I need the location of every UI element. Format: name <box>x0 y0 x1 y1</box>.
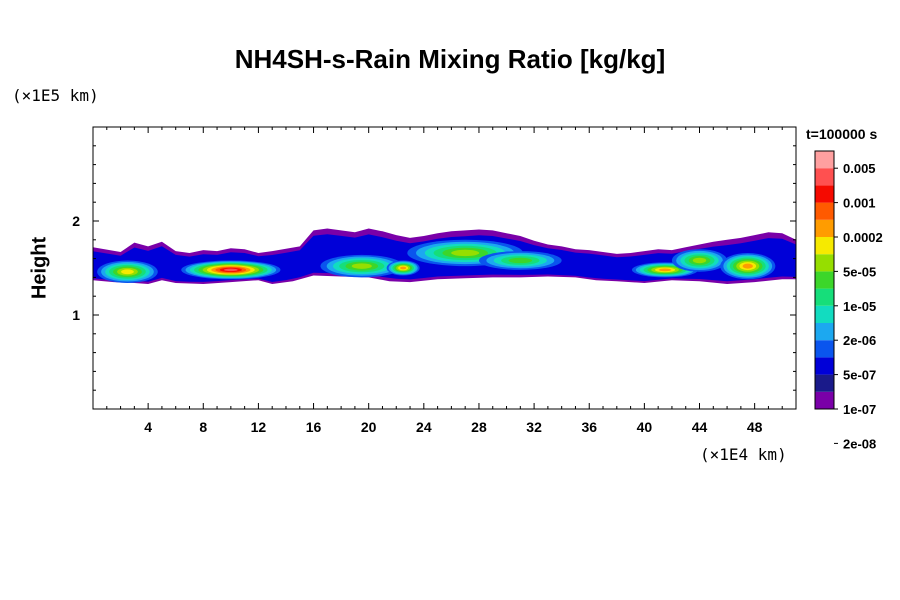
x-tick-label: 36 <box>581 419 597 435</box>
x-tick-label: 40 <box>637 419 653 435</box>
colorbar-label: 1e-07 <box>843 402 876 417</box>
x-tick-label: 44 <box>692 419 708 435</box>
x-tick-label: 24 <box>416 419 432 435</box>
colorbar-swatch <box>815 237 834 255</box>
colorbar-swatch <box>815 305 834 323</box>
chart-title: NH4SH-s-Rain Mixing Ratio [kg/kg] <box>234 44 666 74</box>
colorbar-label: 5e-07 <box>843 368 876 383</box>
colorbar-swatch <box>815 219 834 237</box>
colorbar-swatch <box>815 168 834 186</box>
time-label: t=100000 s <box>806 126 878 142</box>
contour-cell <box>720 252 776 280</box>
contour-level-8 <box>451 249 480 257</box>
contour-level-8 <box>351 263 372 269</box>
colorbar-swatch <box>815 151 834 169</box>
x-tick-label: 16 <box>306 419 322 435</box>
colorbar-swatch <box>815 202 834 220</box>
plot-data-layer <box>93 228 796 284</box>
colorbar-label: 0.0002 <box>843 230 883 245</box>
x-tick-label: 12 <box>251 419 267 435</box>
colorbar-label: 2e-06 <box>843 333 876 348</box>
y-tick-label: 1 <box>72 307 80 323</box>
x-tick-label: 20 <box>361 419 377 435</box>
colorbar-swatch <box>815 374 834 392</box>
colorbar-label: 0.005 <box>843 161 876 176</box>
colorbar-swatch <box>815 254 834 272</box>
contour-cell <box>671 249 728 272</box>
contour-cell <box>478 251 562 270</box>
y-axis-unit: (×1E5 km) <box>12 86 99 105</box>
x-tick-label: 8 <box>199 419 207 435</box>
plot-frame <box>92 126 797 410</box>
colorbar-label: 5e-05 <box>843 264 876 279</box>
contour-level-10 <box>742 263 753 269</box>
contour-level-10 <box>658 268 672 272</box>
contour-cell <box>320 254 404 278</box>
contour-level-8 <box>692 257 707 264</box>
contour-level-7 <box>508 257 533 264</box>
colorbar-swatch <box>815 185 834 203</box>
contour-cell <box>386 260 420 276</box>
contour-level-9 <box>121 269 134 275</box>
colorbar-swatch <box>815 340 834 358</box>
x-axis-unit: (×1E4 km) <box>700 445 787 464</box>
x-tick-label: 4 <box>144 419 152 435</box>
colorbar-swatch <box>815 391 834 409</box>
colorbar: 0.005 0.001 0.0002 5e-05 1e-05 2e-06 5e-07 1e-0… <box>814 150 883 451</box>
colorbar-swatch <box>815 271 834 289</box>
colorbar-label: 0.001 <box>843 196 876 211</box>
contour-cell <box>181 260 281 280</box>
contour-level-13 <box>223 268 238 272</box>
contour-level-10 <box>400 266 407 270</box>
colorbar-label: 2e-08 <box>843 436 876 451</box>
x-tick-label: 32 <box>526 419 542 435</box>
contour-cell <box>97 260 158 284</box>
y-tick-label: 2 <box>72 213 80 229</box>
x-tick-label: 48 <box>747 419 763 435</box>
colorbar-label: 1e-05 <box>843 299 876 314</box>
colorbar-swatch <box>815 288 834 306</box>
colorbar-frame <box>814 150 835 410</box>
x-tick-label: 28 <box>471 419 487 435</box>
colorbar-swatch <box>815 323 834 341</box>
colorbar-swatch <box>815 357 834 375</box>
